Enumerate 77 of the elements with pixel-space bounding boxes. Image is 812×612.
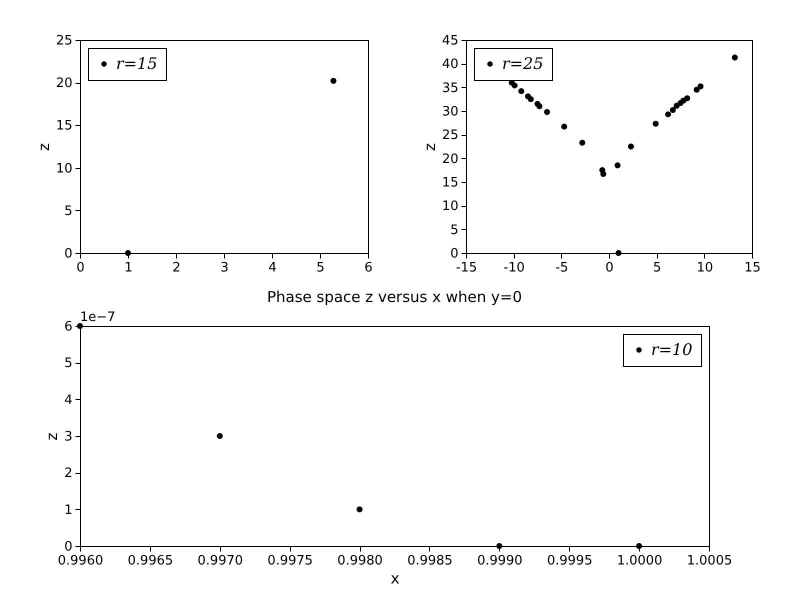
y-tick-label: 25 bbox=[56, 34, 72, 48]
x-tick-label: 0.9980 bbox=[337, 554, 383, 568]
x-tick-label: 10 bbox=[696, 260, 714, 276]
y-tick-label: 0 bbox=[450, 246, 458, 262]
y-tick-label: 6 bbox=[64, 320, 72, 334]
y-tick-label: 3 bbox=[64, 430, 72, 444]
x-tick-label: -15 bbox=[456, 260, 478, 276]
x-tick-label: 0.9965 bbox=[128, 554, 174, 568]
text: 1e−7 bbox=[80, 310, 116, 325]
y-tick-label: 2 bbox=[64, 466, 72, 482]
x-tick-label: -10 bbox=[504, 260, 525, 276]
x-tick-label: -5 bbox=[555, 260, 568, 276]
x-tick-label: 0.9960 bbox=[58, 554, 104, 568]
x-tick-label: 0.9985 bbox=[407, 554, 453, 568]
y-tick-label: 5 bbox=[64, 204, 72, 219]
legend-label: r=10 bbox=[651, 340, 692, 359]
point bbox=[732, 54, 738, 61]
point bbox=[528, 96, 534, 102]
x-tick-label: 3 bbox=[220, 260, 229, 276]
y-tick-label: 0 bbox=[64, 540, 72, 554]
x-tick-label: 0 bbox=[605, 260, 614, 276]
y-tick-label: 15 bbox=[56, 118, 72, 134]
point bbox=[512, 82, 518, 88]
point bbox=[628, 144, 634, 150]
x-tick-label: 0.9990 bbox=[477, 554, 523, 568]
x-tick-label: 5 bbox=[316, 260, 325, 276]
x-tick-label: 4 bbox=[268, 260, 277, 276]
point bbox=[536, 103, 542, 110]
y-tick-label: 5 bbox=[450, 222, 458, 238]
y-tick-label: 0 bbox=[64, 246, 72, 262]
x-tick-label: 0.9995 bbox=[546, 554, 592, 568]
point bbox=[614, 162, 621, 168]
y-tick-label: 35 bbox=[442, 80, 458, 96]
point bbox=[665, 111, 672, 118]
point bbox=[518, 88, 524, 94]
x-tick-label: 0.9970 bbox=[198, 554, 244, 568]
point bbox=[356, 506, 363, 512]
x-tick-label: 15 bbox=[744, 260, 761, 276]
y-tick-label: 10 bbox=[442, 199, 458, 214]
y-tick-label: 40 bbox=[442, 57, 458, 72]
x-axis-title: x bbox=[390, 570, 400, 588]
point bbox=[698, 83, 704, 90]
y-tick-label: 20 bbox=[442, 152, 458, 167]
y-tick-label: 30 bbox=[442, 104, 458, 120]
x-tick-label: 0.9975 bbox=[267, 554, 313, 568]
point bbox=[652, 120, 659, 127]
point bbox=[616, 250, 622, 256]
y-tick-label: 20 bbox=[56, 76, 72, 92]
x-tick-label: 2 bbox=[172, 260, 181, 276]
x-tick-label: 0 bbox=[76, 260, 85, 276]
x-tick-label: 1 bbox=[124, 260, 133, 276]
y-axis-title: z bbox=[34, 142, 53, 151]
y-axis-title: z bbox=[420, 142, 439, 151]
x-tick-label: 6 bbox=[364, 260, 373, 276]
point bbox=[561, 124, 568, 130]
point bbox=[670, 107, 676, 114]
chart-title: Phase space z versus x when y=0 bbox=[266, 288, 522, 306]
y-tick-label: 4 bbox=[64, 392, 72, 408]
y-tick-label: 15 bbox=[442, 176, 458, 190]
point bbox=[544, 108, 550, 115]
y-tick-label: 25 bbox=[442, 128, 458, 144]
legend-label: r=15 bbox=[116, 54, 158, 73]
point bbox=[216, 433, 223, 439]
point bbox=[77, 323, 83, 329]
y-tick-label: 5 bbox=[64, 356, 72, 372]
point bbox=[579, 140, 586, 146]
point bbox=[684, 95, 690, 102]
legend-label: r=25 bbox=[502, 54, 544, 73]
y-axis-title: z bbox=[43, 432, 62, 440]
x-tick-label: 1.0005 bbox=[686, 554, 732, 568]
y-tick-label: 1 bbox=[64, 502, 72, 518]
point bbox=[496, 543, 502, 549]
y-tick-label: 10 bbox=[56, 161, 72, 176]
y-tick-label: 45 bbox=[442, 34, 458, 48]
x-tick-label: 1.0000 bbox=[616, 554, 662, 568]
x-tick-label: 5 bbox=[653, 260, 662, 276]
point bbox=[636, 543, 642, 549]
